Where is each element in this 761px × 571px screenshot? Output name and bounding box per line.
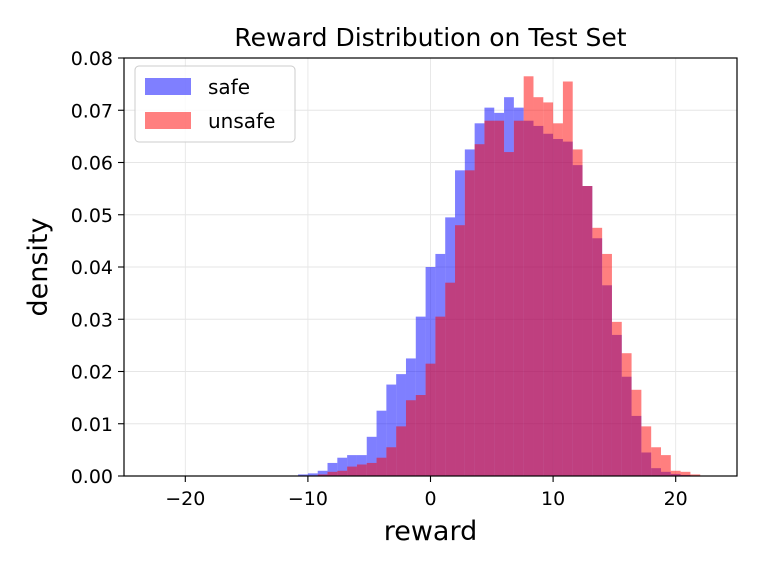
bar-unsafe xyxy=(690,474,701,476)
bar-safe xyxy=(376,410,387,476)
x-tick-label: −10 xyxy=(288,488,328,510)
bar-unsafe xyxy=(582,186,593,476)
x-tick-label: 0 xyxy=(424,488,436,510)
y-tick-label: 0.00 xyxy=(71,466,113,488)
bar-unsafe xyxy=(621,353,632,476)
bar-unsafe xyxy=(376,457,387,476)
bar-unsafe xyxy=(386,447,397,476)
bar-unsafe xyxy=(445,282,456,476)
bar-unsafe xyxy=(572,149,583,476)
legend-label-safe: safe xyxy=(208,75,250,99)
bar-unsafe xyxy=(641,426,652,476)
bar-safe xyxy=(366,436,377,476)
y-tick-label: 0.02 xyxy=(71,362,113,384)
bar-unsafe xyxy=(455,225,465,476)
chart-title: Reward Distribution on Test Set xyxy=(234,23,626,52)
bar-unsafe xyxy=(356,464,367,476)
y-tick-label: 0.04 xyxy=(71,257,113,279)
histogram-bars xyxy=(298,76,701,477)
bar-unsafe xyxy=(464,170,475,476)
bar-unsafe xyxy=(611,321,622,476)
bar-unsafe xyxy=(366,462,377,476)
x-tick-label: −20 xyxy=(165,488,205,510)
bar-unsafe xyxy=(602,253,612,476)
bar-unsafe xyxy=(337,470,348,476)
y-axis-label: density xyxy=(23,217,54,316)
bar-unsafe xyxy=(651,447,661,476)
x-tick-label: 10 xyxy=(541,488,565,510)
bar-unsafe xyxy=(513,120,524,476)
bar-safe xyxy=(298,474,308,476)
bar-safe xyxy=(347,455,357,476)
legend-swatch-safe xyxy=(145,78,191,95)
bar-unsafe xyxy=(680,471,691,476)
bar-safe xyxy=(386,384,397,476)
y-tick-label: 0.03 xyxy=(71,309,113,331)
bar-unsafe xyxy=(660,455,671,476)
y-axis-ticks: 0.00 0.01 0.02 0.03 0.04 0.05 0.06 0.07 0.08 xyxy=(71,48,124,488)
bar-unsafe xyxy=(405,400,416,476)
bar-unsafe xyxy=(523,76,534,476)
bar-unsafe xyxy=(504,152,514,477)
bar-unsafe xyxy=(533,97,544,476)
y-tick-label: 0.08 xyxy=(71,48,113,70)
bar-safe xyxy=(396,374,406,476)
bar-unsafe xyxy=(415,395,426,476)
bar-safe xyxy=(337,457,348,476)
bar-safe xyxy=(317,470,328,476)
x-axis-label: reward xyxy=(384,516,478,547)
y-tick-label: 0.05 xyxy=(71,205,113,227)
bar-unsafe xyxy=(631,389,642,476)
legend-swatch-unsafe xyxy=(145,112,191,129)
x-tick-label: 20 xyxy=(664,488,688,510)
bar-unsafe xyxy=(317,474,328,476)
x-axis-ticks: −20 −10 0 10 20 xyxy=(165,476,688,510)
legend-label-unsafe: unsafe xyxy=(208,109,275,133)
bar-unsafe xyxy=(670,470,681,476)
bar-unsafe xyxy=(494,120,505,476)
bar-unsafe xyxy=(435,316,446,476)
bar-unsafe xyxy=(396,426,406,476)
bar-unsafe xyxy=(562,81,573,476)
y-tick-label: 0.07 xyxy=(71,100,113,122)
bar-unsafe xyxy=(553,123,563,476)
y-tick-label: 0.01 xyxy=(71,414,113,436)
bar-unsafe xyxy=(425,363,436,476)
legend: safe unsafe xyxy=(134,65,296,143)
bar-unsafe xyxy=(543,102,554,476)
y-tick-label: 0.06 xyxy=(71,153,113,175)
bar-unsafe xyxy=(474,144,485,476)
bar-safe xyxy=(307,473,318,476)
bar-safe xyxy=(327,462,338,476)
bar-unsafe xyxy=(592,227,603,476)
bar-unsafe xyxy=(484,120,495,476)
bar-unsafe xyxy=(327,471,338,476)
bar-unsafe xyxy=(347,466,357,476)
